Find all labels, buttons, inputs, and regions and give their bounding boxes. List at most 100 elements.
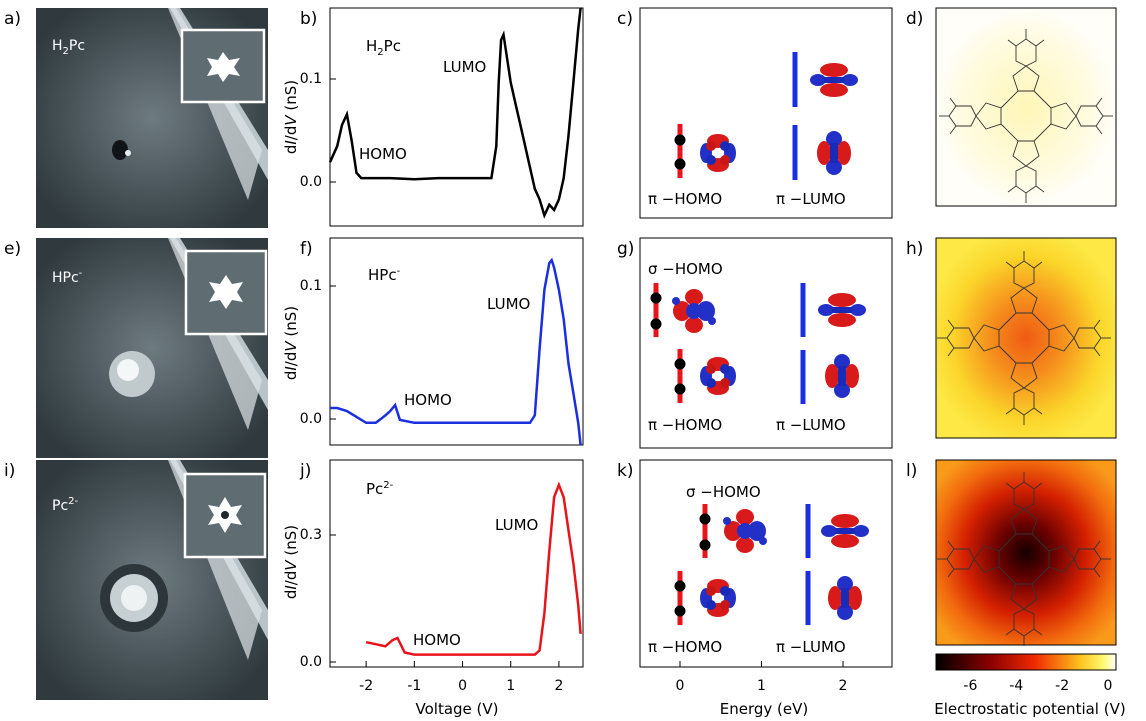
panel-label-j: j) bbox=[299, 461, 311, 481]
series-line bbox=[365, 481, 582, 656]
electron-dot bbox=[674, 580, 686, 592]
x-tick-label: -1 bbox=[407, 678, 421, 694]
orbital-label-sigma: σ −HOMO bbox=[686, 483, 761, 501]
electron-dot bbox=[650, 292, 662, 304]
homo-label: HOMO bbox=[359, 145, 407, 163]
x-axis-title: Energy (eV) bbox=[720, 700, 808, 718]
curve-h2pc bbox=[328, 7, 582, 219]
electron-dot bbox=[699, 539, 711, 551]
spectrum-panel-hpc: 0.0 0.1 HPc- HOMO LUMO dI/dV (nS) bbox=[282, 237, 584, 446]
ytick: 0.1 bbox=[300, 71, 322, 87]
y-axis-title: dI/dV (nS) bbox=[282, 525, 300, 599]
series-line bbox=[330, 257, 582, 446]
lumo-label: LUMO bbox=[487, 295, 530, 313]
colorbar-tick-label: 0 bbox=[1104, 678, 1113, 694]
spectrum-panel-h2pc: 0.0 0.1 H2Pc HOMO LUMO dI/dV (nS) bbox=[282, 7, 584, 227]
x-tick-label: 0 bbox=[458, 678, 467, 694]
homo-label: HOMO bbox=[404, 391, 452, 409]
orbital-label-homo: π −HOMO bbox=[648, 190, 722, 208]
x-tick-label: 1 bbox=[757, 678, 766, 694]
y-axis-title: dI/dV (nS) bbox=[282, 306, 300, 380]
electron-dot bbox=[674, 358, 686, 370]
potential-map-h2pc bbox=[935, 7, 1117, 207]
ytick: 0.0 bbox=[300, 174, 322, 190]
electron-dot bbox=[674, 158, 686, 170]
orbital-label-homo: π −HOMO bbox=[648, 638, 722, 656]
energy-axis: 0 1 2 Energy (eV) bbox=[676, 661, 848, 718]
orbital-label-lumo: π −LUMO bbox=[776, 416, 846, 434]
orbitals-panel-h2pc: π −HOMO π −LUMO bbox=[639, 7, 893, 219]
x-axis-title: Voltage (V) bbox=[416, 700, 499, 718]
stm-molecule-label: Pc2- bbox=[52, 496, 79, 514]
orbital-label-sigma: σ −HOMO bbox=[648, 260, 723, 278]
y-axis-title: dI/dV (nS) bbox=[282, 80, 300, 154]
ytick: 0.3 bbox=[300, 527, 322, 543]
plot-frame bbox=[329, 7, 584, 227]
lumo-orbital-isosurface bbox=[825, 354, 859, 398]
panel-label-f: f) bbox=[300, 239, 313, 259]
stm-molecule-label: H2Pc bbox=[52, 38, 85, 57]
colorbar-tick-label: -4 bbox=[1009, 678, 1023, 694]
panel-label-l: l) bbox=[906, 461, 917, 481]
stm-image-h2pc: H2Pc bbox=[36, 8, 268, 228]
colorbar-tick-label: -6 bbox=[963, 678, 977, 694]
potential-map-hpc bbox=[935, 237, 1117, 439]
colorbar-gradient bbox=[935, 653, 1117, 671]
orbitals-panel-hpc: σ −HOMO π −HOMO π −LUMO bbox=[639, 237, 893, 449]
x-tick-label: 2 bbox=[554, 678, 563, 694]
lumo-orbital-isosurface bbox=[828, 576, 862, 620]
electron-dot bbox=[674, 605, 686, 617]
stm-image-hpc: HPc- bbox=[36, 238, 268, 458]
x-tick-label: 0 bbox=[676, 678, 685, 694]
orbitals-panel-pc: σ −HOMO π −HOMO π −LUMO bbox=[639, 459, 893, 668]
colorbar: -6 -4 -2 0 Electrostatic potential (V) bbox=[934, 653, 1126, 718]
panel-label-e: e) bbox=[4, 239, 21, 259]
x-tick-label: -2 bbox=[359, 678, 373, 694]
ytick: 0.0 bbox=[300, 411, 322, 427]
orbital-label-homo: π −HOMO bbox=[648, 416, 722, 434]
spectrum-title: HPc- bbox=[368, 266, 401, 284]
panel-label-c: c) bbox=[617, 9, 633, 29]
lumo-orbital-isosurface bbox=[810, 63, 858, 97]
x-tick-label: 1 bbox=[506, 678, 515, 694]
x-tick-label: 2 bbox=[839, 678, 848, 694]
potential-map-pc bbox=[935, 459, 1117, 647]
panel-label-a: a) bbox=[4, 9, 21, 29]
plot-frame bbox=[639, 7, 893, 219]
orbital-label-lumo: π −LUMO bbox=[776, 190, 846, 208]
panel-label-k: k) bbox=[617, 461, 633, 481]
orbital-label-lumo: π −LUMO bbox=[776, 638, 846, 656]
stm-molecule-label: HPc- bbox=[52, 268, 83, 286]
electron-dot bbox=[650, 318, 662, 330]
panel-label-h: h) bbox=[906, 239, 923, 259]
colorbar-title: Electrostatic potential (V) bbox=[934, 700, 1125, 718]
homo-orbital-isosurface bbox=[700, 134, 736, 172]
homo-label: HOMO bbox=[413, 631, 461, 649]
sigma-orbital-isosurface bbox=[723, 509, 767, 553]
homo-orbital-isosurface bbox=[700, 357, 736, 395]
electron-dot bbox=[674, 134, 686, 146]
panel-label-i: i) bbox=[4, 461, 15, 481]
panel-label-b: b) bbox=[300, 9, 317, 29]
curve-hpc bbox=[330, 257, 582, 446]
spectrum-title: H2Pc bbox=[366, 37, 401, 58]
colorbar-tick-label: -2 bbox=[1055, 678, 1069, 694]
voltage-axis: -2 -1 0 1 2 Voltage (V) bbox=[359, 661, 563, 718]
plot-frame bbox=[329, 237, 584, 446]
curve-pc bbox=[365, 481, 582, 656]
lumo-orbital-isosurface bbox=[817, 131, 851, 175]
lumo-label: LUMO bbox=[443, 58, 486, 76]
stm-image-pc: Pc2- bbox=[36, 460, 268, 700]
sigma-orbital-isosurface bbox=[672, 289, 716, 333]
lumo-label: LUMO bbox=[495, 516, 538, 534]
plot-frame bbox=[639, 237, 893, 449]
plot-frame bbox=[329, 459, 584, 668]
electron-dot bbox=[674, 383, 686, 395]
spectrum-panel-pc: 0.0 0.3 Pc2- HOMO LUMO dI/dV (nS) bbox=[282, 459, 584, 670]
homo-orbital-isosurface bbox=[700, 579, 736, 617]
electron-dot bbox=[699, 513, 711, 525]
spectrum-title: Pc2- bbox=[366, 480, 394, 498]
ytick: 0.1 bbox=[300, 278, 322, 294]
panel-label-g: g) bbox=[617, 239, 634, 259]
